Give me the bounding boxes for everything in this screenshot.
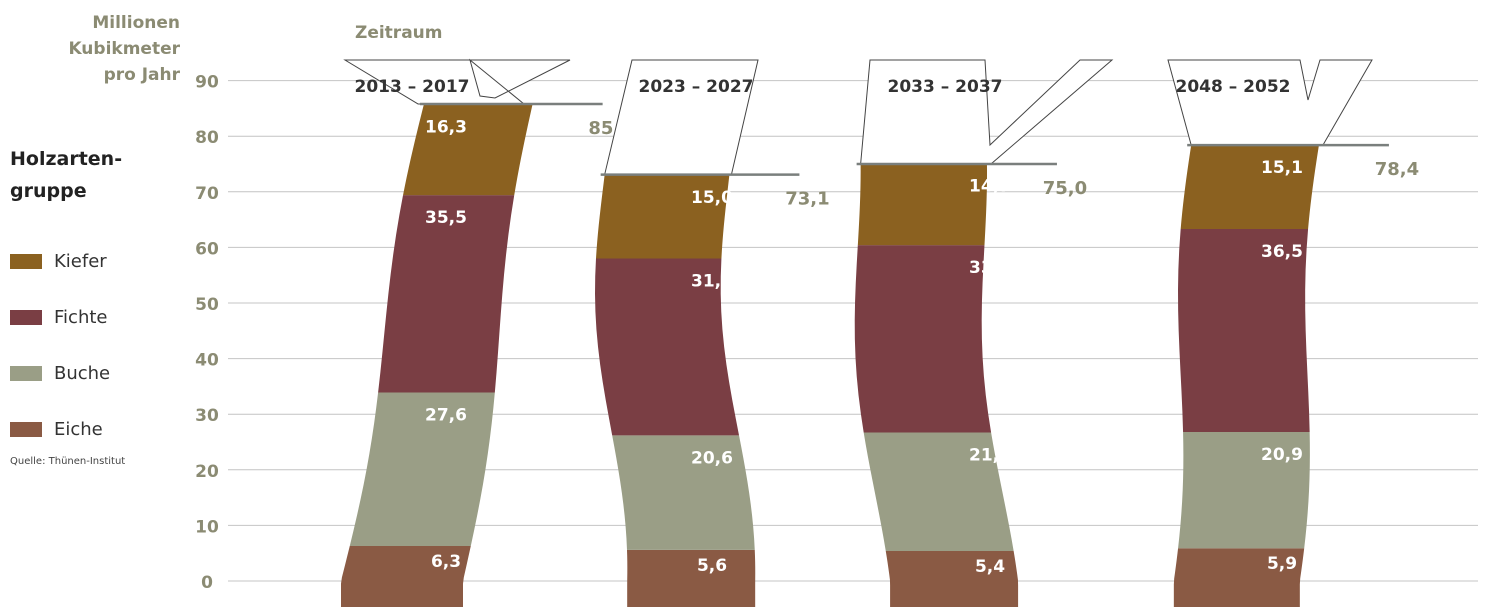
bar-segment-eiche — [341, 545, 471, 607]
data-label: 31,8 — [691, 272, 733, 292]
data-label: 5,6 — [697, 556, 727, 576]
bar-segment-kiefer — [1180, 145, 1319, 230]
y-tick-label: 10 — [195, 517, 219, 537]
legend-swatch — [10, 253, 42, 269]
trunk-crown — [1167, 59, 1373, 146]
y-tick-label: 0 — [201, 573, 213, 593]
total-label: 78,4 — [1375, 159, 1419, 180]
bar-segment-eiche — [1173, 548, 1305, 607]
legend-label: Kiefer — [54, 250, 107, 272]
y-tick-label: 30 — [195, 406, 219, 426]
y-axis-label: Millionen — [92, 13, 180, 33]
data-label: 36,5 — [1261, 242, 1303, 262]
bar-segment-eiche — [885, 550, 1019, 607]
category-label: 2033 – 2037 — [888, 77, 1003, 97]
data-label: 35,5 — [425, 208, 467, 228]
data-label: 6,3 — [431, 552, 461, 572]
trunk-crown — [860, 59, 1114, 165]
legend-title: Holzarten- gruppe — [10, 143, 170, 207]
legend-item-eiche: Eiche — [10, 401, 170, 457]
y-tick-label: 50 — [195, 295, 219, 315]
legend-swatch — [10, 309, 42, 325]
legend-item-kiefer: Kiefer — [10, 233, 170, 289]
y-tick-label: 70 — [195, 184, 219, 204]
data-label: 15,0 — [691, 188, 733, 208]
bar-segment-kiefer — [857, 163, 988, 246]
total-label: 75,0 — [1043, 178, 1087, 199]
bar-segment-buche — [612, 435, 755, 550]
y-tick-label: 90 — [195, 73, 219, 93]
bar-segment-fichte — [595, 258, 740, 436]
total-label: 73,1 — [785, 189, 829, 210]
y-tick-label: 80 — [195, 128, 219, 148]
source-note: Quelle: Thünen-Institut — [10, 456, 126, 467]
trunk-crown — [343, 58, 571, 105]
data-label: 20,9 — [1261, 445, 1303, 465]
y-axis-label: pro Jahr — [104, 65, 181, 85]
category-label: 2048 – 2052 — [1176, 77, 1291, 97]
legend-title-line-1: Holzarten- — [10, 148, 123, 170]
legend-item-fichte: Fichte — [10, 289, 170, 345]
y-tick-label: 40 — [195, 351, 219, 371]
y-axis-label: Kubikmeter — [68, 39, 180, 59]
bar-segment-kiefer — [403, 104, 533, 196]
bar-segment-fichte — [1178, 229, 1310, 432]
data-label: 15,1 — [1261, 158, 1303, 178]
legend-label: Eiche — [54, 418, 103, 440]
data-label: 27,6 — [425, 406, 467, 426]
data-label: 21,3 — [969, 446, 1011, 466]
bar-segment-eiche — [626, 549, 756, 607]
legend-title-line-2: gruppe — [10, 180, 87, 202]
category-label: 2013 – 2017 — [355, 77, 470, 97]
legend-swatch — [10, 421, 42, 437]
legend: Holzarten- gruppe Kiefer Fichte Buche Eiche — [10, 143, 170, 457]
legend-item-buche: Buche — [10, 345, 170, 401]
data-label: 33,7 — [969, 258, 1011, 278]
bar-segment-buche — [1178, 431, 1310, 549]
data-label: 20,6 — [691, 448, 733, 468]
legend-swatch — [10, 365, 42, 381]
bar-segment-kiefer — [595, 175, 730, 259]
legend-label: Fichte — [54, 306, 108, 328]
bar-segment-buche — [863, 432, 1014, 551]
data-label: 5,4 — [975, 557, 1005, 577]
category-label: 2023 – 2027 — [639, 77, 754, 97]
bar-segment-fichte — [378, 195, 515, 393]
x-axis-label: Zeitraum — [355, 23, 442, 43]
data-label: 5,9 — [1267, 554, 1297, 574]
bar-segment-fichte — [854, 245, 992, 433]
y-tick-label: 60 — [195, 239, 219, 259]
data-label: 14,7 — [969, 176, 1011, 196]
data-label: 16,3 — [425, 118, 467, 138]
bar-segment-buche — [349, 392, 495, 546]
legend-label: Buche — [54, 362, 111, 384]
y-tick-label: 20 — [195, 462, 219, 482]
